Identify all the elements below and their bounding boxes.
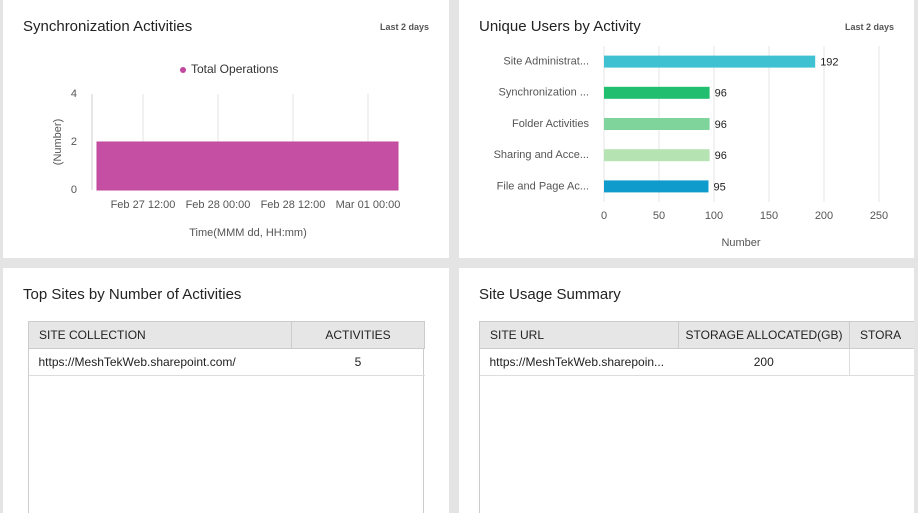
x-tick-label: Feb 28 12:00: [261, 199, 326, 211]
y-tick-label: 0: [71, 184, 77, 196]
column-header: SITE COLLECTION: [28, 321, 292, 349]
x-tick-label: Feb 28 00:00: [186, 199, 251, 211]
column-header: SITE URL: [479, 321, 679, 349]
column-header: ACTIVITIES: [291, 321, 425, 349]
table-frame: [28, 321, 424, 513]
category-label: Folder Activities: [512, 118, 590, 130]
x-tick-label: 250: [870, 210, 888, 222]
cell: 5: [291, 348, 425, 376]
cell: https://MeshTekWeb.sharepoin...: [479, 348, 679, 376]
chart: Feb 27 12:00 Feb 28 00:00 Feb 28 12:00 Mar …: [52, 62, 401, 239]
value-label: 96: [715, 119, 727, 131]
x-tick-label: 100: [705, 210, 723, 222]
table-frame: [479, 321, 914, 513]
range-badge: Last 2 days: [379, 22, 429, 32]
category-label: File and Page Ac...: [497, 180, 589, 192]
bar: [604, 118, 710, 130]
x-tick-label: Mar 01 00:00: [336, 199, 401, 211]
legend-label: Total Operations: [191, 62, 278, 76]
range-badge: Last 2 days: [844, 22, 894, 32]
category-label: Synchronization ...: [499, 87, 590, 99]
column-header: STORAGE ALLOCATED(GB): [678, 321, 850, 349]
value-label: 192: [820, 57, 838, 69]
panel-title: Synchronization Activities: [23, 18, 193, 35]
y-tick-label: 4: [71, 88, 77, 100]
area: [96, 141, 399, 191]
bar: [604, 55, 816, 68]
category-label: Sharing and Acce...: [494, 149, 589, 161]
y-axis-label: (Number): [52, 119, 64, 165]
panel-title: Unique Users by Activity: [479, 18, 641, 35]
x-tick-label: Feb 27 12:00: [111, 199, 176, 211]
cell: https://MeshTekWeb.sharepoint.com/: [28, 348, 292, 376]
bar: [604, 149, 710, 162]
value-label: 95: [714, 181, 726, 193]
value-label: 96: [715, 88, 727, 100]
x-tick-label: 0: [601, 210, 607, 222]
panel: Top Sites by Number of Activities SITE C…: [3, 268, 449, 513]
panel: Synchronization Activities Last 2 days F…: [3, 0, 449, 258]
value-label: 96: [715, 150, 727, 162]
x-tick-label: 150: [760, 210, 778, 222]
x-tick-label: 50: [653, 210, 665, 222]
cell: 200: [678, 348, 850, 376]
table: SITE COLLECTION ACTIVITIES https://MeshTe…: [28, 321, 425, 376]
table: SITE URL STORAGE ALLOCATED(GB) STORA https…: [479, 321, 914, 376]
column-header: STORA: [849, 321, 914, 349]
panel: Unique Users by Activity Last 2 days 0 50…: [459, 0, 914, 258]
bar: [604, 86, 710, 99]
legend-marker: [180, 67, 186, 73]
panel: Site Usage Summary SITE URL STORAGE ALLOC…: [459, 268, 914, 513]
y-tick-label: 2: [71, 136, 77, 148]
chart: 0 50 100 150 200 250 Site Administrat... 192 Syn…: [494, 46, 888, 249]
panel-title: Site Usage Summary: [479, 286, 621, 303]
category-label: Site Administrat...: [503, 56, 589, 68]
panel-title: Top Sites by Number of Activities: [23, 286, 242, 303]
bar: [604, 180, 709, 193]
x-axis-label: Time(MMM dd, HH:mm): [189, 227, 307, 239]
x-tick-label: 200: [815, 210, 833, 222]
x-axis-label: Number: [721, 237, 760, 249]
